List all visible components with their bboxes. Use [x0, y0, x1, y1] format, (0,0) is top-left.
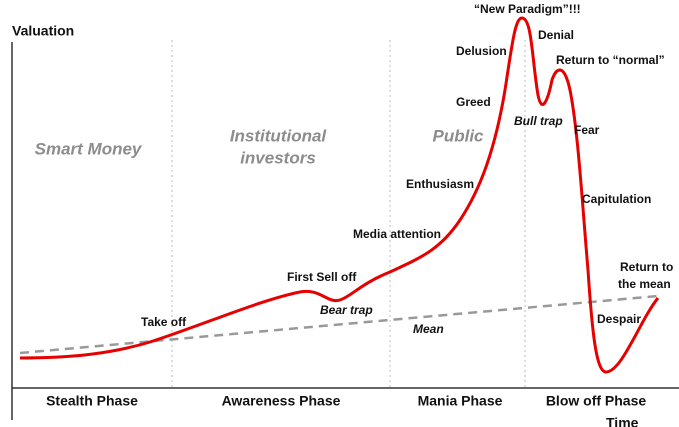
zone-label: investors — [240, 148, 316, 167]
zone-label: Public — [432, 126, 484, 145]
x-axis-label: Time — [606, 415, 639, 427]
annotation: Denial — [538, 28, 574, 42]
phase-label: Awareness Phase — [222, 393, 341, 409]
annotation: Enthusiasm — [406, 177, 474, 191]
annotation: Despair — [597, 312, 641, 326]
annotation: Bear trap — [320, 303, 373, 317]
annotation: Greed — [456, 95, 491, 109]
annotation: Bull trap — [514, 114, 563, 128]
zone-label: Institutional — [230, 126, 328, 145]
annotation: the mean — [618, 277, 671, 291]
annotation: Return to “normal” — [556, 53, 665, 67]
annotation: Fear — [574, 123, 600, 137]
phase-label: Blow off Phase — [546, 393, 647, 409]
annotation: First Sell off — [287, 270, 357, 284]
y-axis-label: Valuation — [12, 23, 74, 39]
phase-label: Stealth Phase — [46, 393, 138, 409]
annotation: “New Paradigm”!!! — [474, 2, 581, 16]
annotation: Capitulation — [582, 192, 651, 206]
annotation: Media attention — [353, 227, 441, 241]
annotation: Mean — [413, 322, 444, 336]
mean-line — [19, 294, 659, 355]
bubble-curve — [19, 16, 660, 374]
annotation: Take off — [141, 315, 187, 329]
phase-label: Mania Phase — [418, 393, 503, 409]
annotation: Return to — [620, 260, 673, 274]
zone-label: Smart Money — [35, 139, 143, 158]
annotation: Delusion — [456, 44, 507, 58]
